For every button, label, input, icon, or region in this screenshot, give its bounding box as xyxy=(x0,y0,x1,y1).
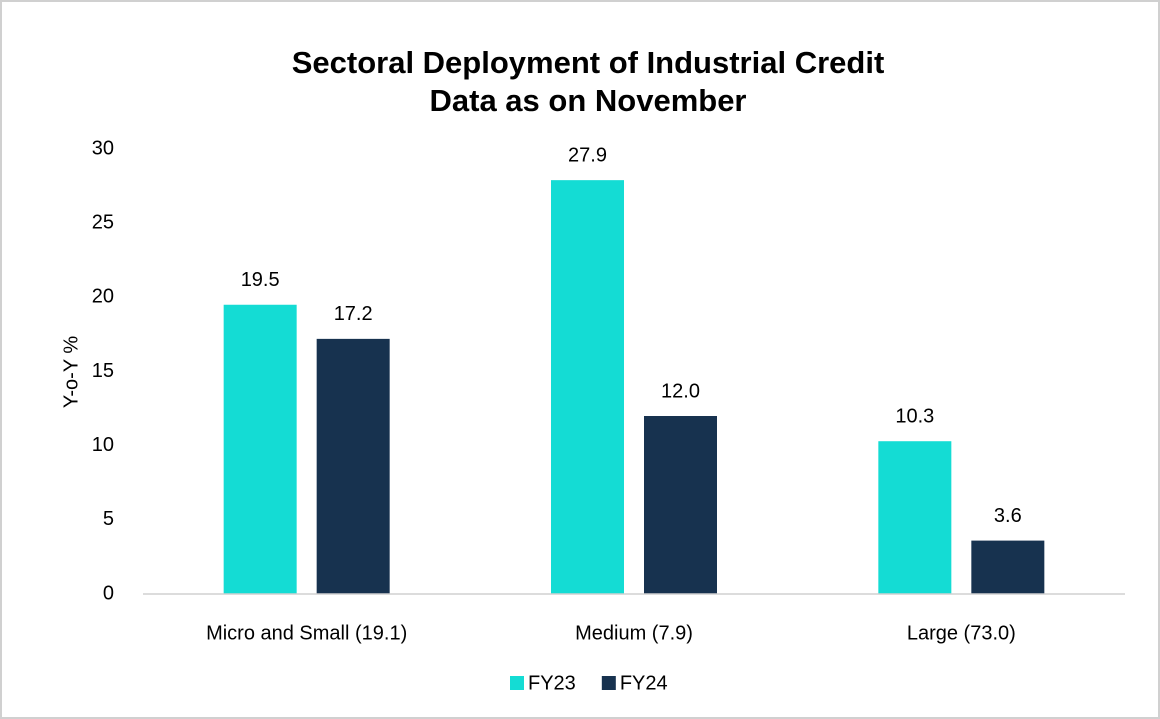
bar xyxy=(316,338,390,594)
y-tick-label: 0 xyxy=(103,582,114,604)
chart-title: Sectoral Deployment of Industrial Credit xyxy=(292,45,885,80)
legend-swatch xyxy=(510,676,524,690)
y-tick-label: 10 xyxy=(92,434,114,456)
value-label: 3.6 xyxy=(994,505,1022,527)
bar xyxy=(223,304,297,594)
bar xyxy=(878,441,952,594)
y-axis-label: Y-o-Y % xyxy=(60,336,82,408)
chart-title: Data as on November xyxy=(430,83,747,118)
value-label: 12.0 xyxy=(661,380,700,402)
value-label: 19.5 xyxy=(241,269,280,291)
y-tick-label: 15 xyxy=(92,360,114,382)
value-label: 17.2 xyxy=(334,303,373,325)
legend-label: FY24 xyxy=(620,672,668,694)
y-tick-label: 5 xyxy=(103,508,114,530)
value-label: 27.9 xyxy=(568,144,607,166)
y-tick-label: 20 xyxy=(92,286,114,308)
x-tick-label: Medium (7.9) xyxy=(575,622,693,644)
legend-swatch xyxy=(601,676,616,690)
x-tick-label: Micro and Small (19.1) xyxy=(206,622,407,644)
legend-label: FY23 xyxy=(528,672,576,694)
x-tick-label: Large (73.0) xyxy=(907,622,1016,644)
bar xyxy=(971,540,1045,594)
y-tick-label: 30 xyxy=(92,137,114,159)
y-tick-label: 25 xyxy=(92,211,114,233)
value-label: 10.3 xyxy=(895,405,934,427)
bar xyxy=(644,416,717,594)
bar xyxy=(551,180,624,594)
